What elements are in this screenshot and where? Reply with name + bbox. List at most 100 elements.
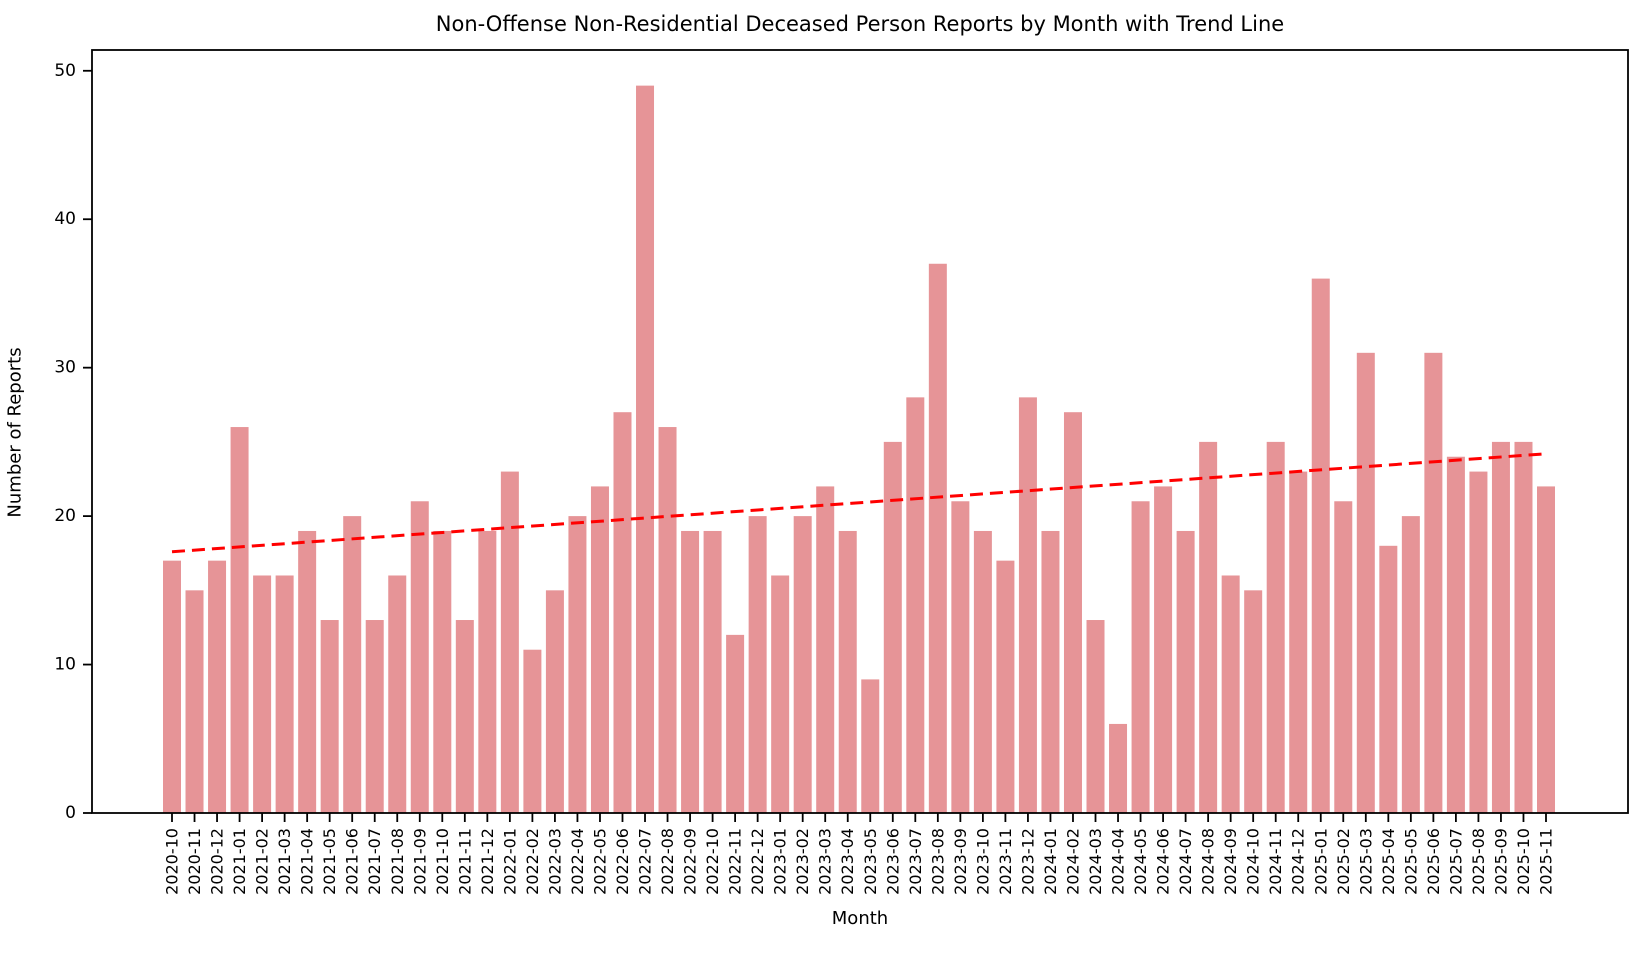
bar bbox=[163, 560, 181, 813]
bar bbox=[1063, 412, 1082, 813]
x-tick-label: 2021-03 bbox=[275, 828, 294, 895]
bar bbox=[1154, 486, 1173, 813]
bar bbox=[1356, 352, 1375, 813]
bar bbox=[703, 530, 722, 813]
bar bbox=[590, 486, 609, 813]
bar bbox=[275, 575, 294, 813]
x-tick-label-group: 2025-09 bbox=[1491, 828, 1510, 895]
x-tick-label-group: 2023-06 bbox=[883, 828, 902, 895]
x-tick-label-group: 2023-11 bbox=[996, 828, 1015, 895]
bar bbox=[320, 620, 339, 813]
x-tick-label-group: 2025-01 bbox=[1311, 828, 1330, 895]
bar bbox=[1109, 723, 1128, 813]
x-tick-label-group: 2023-10 bbox=[973, 828, 992, 895]
x-tick-label: 2025-01 bbox=[1311, 828, 1330, 895]
x-tick-label: 2021-09 bbox=[410, 828, 429, 895]
x-tick-label: 2022-10 bbox=[703, 828, 722, 895]
x-tick-label: 2022-09 bbox=[681, 828, 700, 895]
x-tick-label-group: 2021-07 bbox=[365, 828, 384, 895]
x-axis-label: Month bbox=[831, 908, 889, 929]
bar bbox=[1537, 486, 1555, 813]
x-tick-label-group: 2025-11 bbox=[1537, 828, 1556, 895]
x-tick-label-group: 2021-11 bbox=[455, 828, 474, 895]
x-tick-label: 2023-10 bbox=[973, 828, 992, 895]
bar bbox=[298, 530, 317, 813]
x-tick-label-group: 2021-05 bbox=[320, 828, 339, 895]
x-tick-label-group: 2022-06 bbox=[613, 828, 632, 895]
x-tick-label: 2024-12 bbox=[1289, 828, 1308, 895]
x-tick-label-group: 2025-08 bbox=[1469, 828, 1488, 895]
x-tick-label-group: 2024-06 bbox=[1154, 828, 1173, 895]
bar bbox=[568, 516, 587, 813]
x-tick-label-group: 2025-06 bbox=[1424, 828, 1443, 895]
bar bbox=[793, 516, 812, 813]
x-tick-label: 2021-10 bbox=[433, 828, 452, 895]
x-tick-label-group: 2023-01 bbox=[771, 828, 790, 895]
bar bbox=[1311, 278, 1330, 814]
x-tick-label: 2023-02 bbox=[793, 828, 812, 895]
x-tick-label-group: 2021-10 bbox=[433, 828, 452, 895]
x-tick-label: 2024-10 bbox=[1244, 828, 1263, 895]
bar bbox=[1266, 441, 1285, 813]
bar bbox=[658, 427, 677, 813]
x-tick-label: 2022-12 bbox=[748, 828, 767, 895]
x-tick-label-group: 2023-04 bbox=[838, 828, 857, 895]
bar bbox=[500, 471, 519, 813]
x-tick-label-group: 2022-04 bbox=[568, 828, 587, 895]
x-tick-label-group: 2025-10 bbox=[1514, 828, 1533, 895]
x-tick-label: 2025-05 bbox=[1401, 828, 1420, 895]
x-tick-label-group: 2024-04 bbox=[1109, 828, 1128, 895]
x-tick-label: 2023-03 bbox=[816, 828, 835, 895]
bar bbox=[230, 427, 249, 813]
y-tick-label: 50 bbox=[54, 61, 76, 81]
x-tick-label-group: 2021-04 bbox=[298, 828, 317, 895]
bar bbox=[1041, 530, 1060, 813]
bar bbox=[928, 263, 947, 813]
x-tick-label: 2022-03 bbox=[545, 828, 564, 895]
bar bbox=[343, 516, 362, 813]
x-tick-label: 2023-01 bbox=[771, 828, 790, 895]
x-tick-label: 2024-02 bbox=[1063, 828, 1082, 895]
bar bbox=[748, 516, 767, 813]
x-tick-label: 2022-08 bbox=[658, 828, 677, 895]
x-tick-label: 2021-06 bbox=[343, 828, 362, 895]
bar bbox=[185, 590, 204, 813]
x-tick-label-group: 2020-11 bbox=[185, 828, 204, 895]
bar bbox=[410, 501, 429, 813]
bar bbox=[455, 620, 474, 813]
x-tick-label-group: 2024-11 bbox=[1266, 828, 1285, 895]
x-tick-label: 2024-06 bbox=[1154, 828, 1173, 895]
x-tick-label: 2023-07 bbox=[906, 828, 925, 895]
bar bbox=[1018, 397, 1037, 813]
trend-line bbox=[171, 452, 1547, 554]
x-tick-label: 2021-04 bbox=[298, 828, 317, 895]
x-tick-label: 2021-07 bbox=[365, 828, 384, 895]
bar bbox=[1131, 501, 1150, 813]
x-tick-label: 2022-04 bbox=[568, 828, 587, 895]
x-tick-label-group: 2024-09 bbox=[1221, 828, 1240, 895]
x-tick-label-group: 2024-08 bbox=[1199, 828, 1218, 895]
x-tick-label: 2023-08 bbox=[928, 828, 947, 895]
x-tick-label: 2024-05 bbox=[1131, 828, 1150, 895]
y-tick-label: 10 bbox=[54, 655, 76, 675]
bar bbox=[1379, 545, 1398, 813]
bar bbox=[1469, 471, 1488, 813]
bar bbox=[1401, 516, 1420, 813]
x-tick-label-group: 2021-09 bbox=[410, 828, 429, 895]
x-tick-label-group: 2025-04 bbox=[1379, 828, 1398, 895]
x-tick-label-group: 2020-12 bbox=[208, 828, 227, 895]
bar bbox=[726, 634, 745, 813]
x-tick-label: 2022-11 bbox=[726, 828, 745, 895]
bar bbox=[973, 530, 992, 813]
bar bbox=[1199, 441, 1218, 813]
bar bbox=[816, 486, 835, 813]
x-tick-label-group: 2022-05 bbox=[590, 828, 609, 895]
x-tick-label: 2024-03 bbox=[1086, 828, 1105, 895]
bar bbox=[996, 560, 1015, 813]
bar bbox=[253, 575, 272, 813]
x-tick-label: 2021-02 bbox=[253, 828, 272, 895]
x-tick-label: 2024-04 bbox=[1109, 828, 1128, 895]
chart-title: Non-Offense Non-Residential Deceased Per… bbox=[435, 12, 1285, 36]
bar bbox=[636, 85, 655, 813]
